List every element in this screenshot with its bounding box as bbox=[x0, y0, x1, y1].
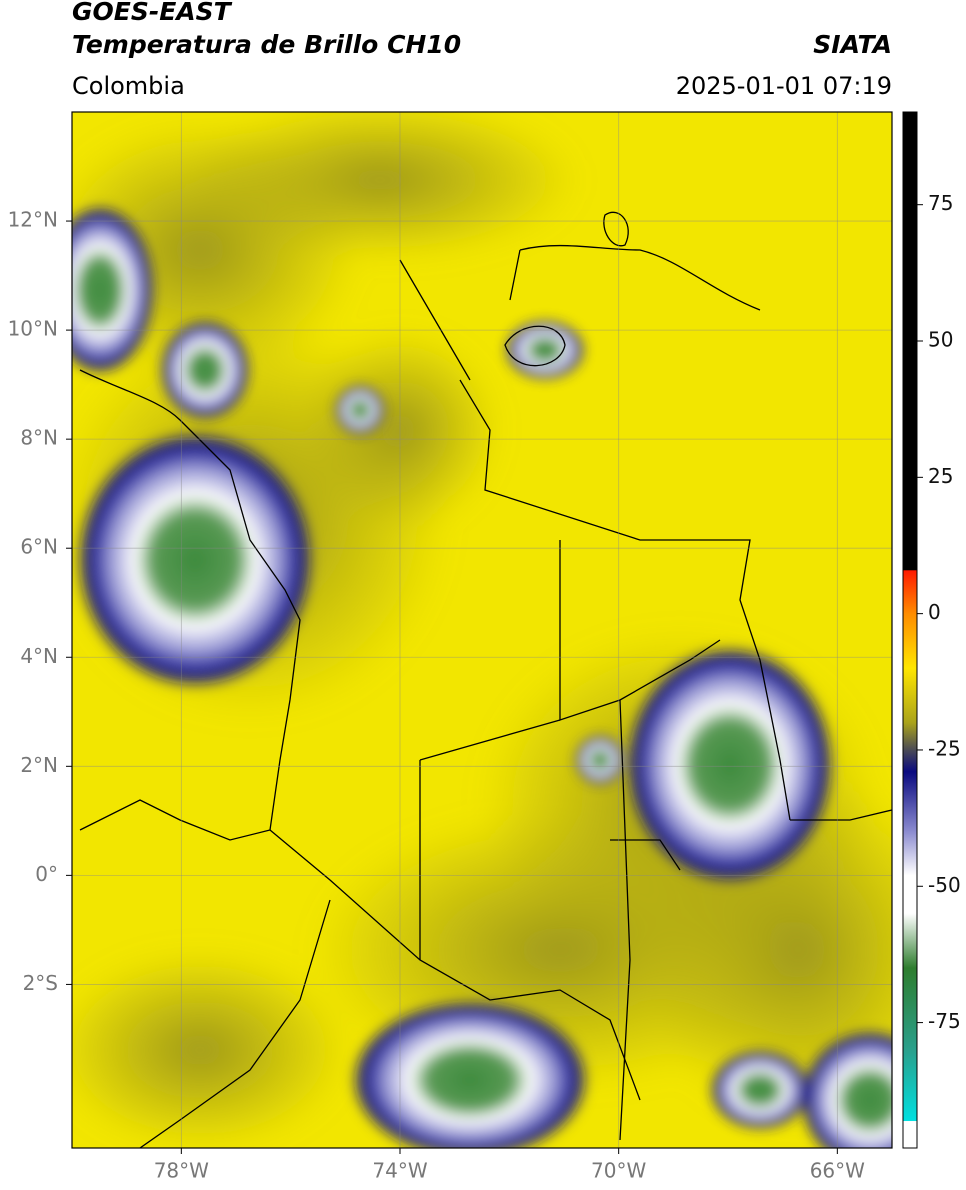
y-tick-label: 8°N bbox=[20, 426, 58, 450]
colorbar-tick-label: -75 bbox=[928, 1009, 961, 1033]
y-tick-label: 2°N bbox=[20, 753, 58, 777]
x-tick-label: 78°W bbox=[154, 1159, 209, 1183]
x-tick-label: 70°W bbox=[591, 1159, 646, 1183]
y-tick-label: 0° bbox=[35, 862, 58, 886]
colorbar-tick-label: 50 bbox=[928, 328, 953, 352]
y-tick-label: 6°N bbox=[20, 535, 58, 559]
colorbar-tick-label: 75 bbox=[928, 191, 953, 215]
colorbar bbox=[902, 111, 918, 1149]
subtitle: Temperatura de Brillo CH10 bbox=[72, 30, 461, 59]
source: SIATA bbox=[813, 30, 892, 59]
colorbar-tick-label: 0 bbox=[928, 600, 941, 624]
colorbar-tick-label: -50 bbox=[928, 873, 961, 897]
y-tick-label: 2°S bbox=[23, 971, 58, 995]
timestamp: 2025-01-01 07:19 bbox=[676, 72, 892, 100]
region: Colombia bbox=[72, 72, 185, 100]
satellite-image bbox=[72, 112, 892, 1148]
y-tick-label: 4°N bbox=[20, 644, 58, 668]
x-tick-label: 66°W bbox=[810, 1159, 865, 1183]
map-frame bbox=[71, 111, 893, 1149]
x-tick-label: 74°W bbox=[372, 1159, 427, 1183]
borders bbox=[79, 211, 892, 1148]
grid bbox=[72, 112, 892, 1148]
colorbar-tick-label: -25 bbox=[928, 736, 961, 760]
y-tick-label: 12°N bbox=[8, 208, 58, 232]
title: GOES-EAST bbox=[72, 0, 233, 26]
colorbar-tick-label: 25 bbox=[928, 464, 953, 488]
y-tick-label: 10°N bbox=[8, 317, 58, 341]
